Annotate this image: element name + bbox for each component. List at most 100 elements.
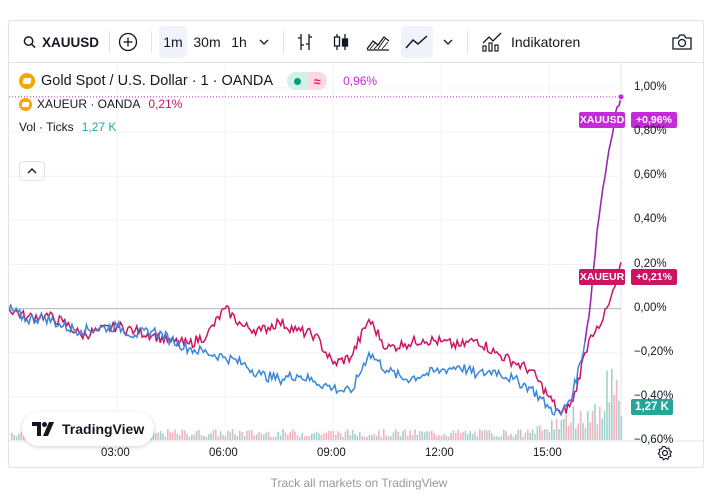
volume-bar [203, 435, 205, 440]
volume-bar [589, 422, 591, 440]
volume-bar [258, 432, 260, 440]
x-tick-label: 06:00 [209, 447, 238, 459]
collapse-legend-button[interactable] [19, 161, 45, 181]
volume-bar [572, 406, 575, 440]
axis-settings-button[interactable] [657, 445, 673, 466]
volume-bar [534, 433, 536, 440]
gold-coin-icon [19, 97, 32, 111]
snapshot-button[interactable] [669, 26, 695, 58]
volume-value-tag: 1,27 K [631, 399, 673, 415]
volume-bar [205, 436, 207, 440]
footer-link[interactable]: Track all markets on TradingView [270, 476, 448, 490]
volume-bar [440, 435, 443, 440]
volume-bar [606, 370, 608, 440]
volume-bar [471, 433, 474, 440]
gold-coin-icon [19, 73, 35, 89]
volume-bar [378, 430, 380, 440]
volume-bar [325, 433, 327, 440]
volume-bar [567, 425, 570, 440]
candles-style-button[interactable] [329, 26, 353, 58]
interval-dropdown-button[interactable] [255, 26, 273, 58]
chart-pane[interactable]: Gold Spot / U.S. Dollar · 1 · OANDA ≈ 0,… [9, 63, 703, 468]
interval-1h-button[interactable]: 1h [227, 26, 251, 58]
volume-bar [596, 424, 599, 440]
volume-value: 1,27 K [81, 120, 117, 134]
toolbar-divider [467, 31, 468, 53]
volume-bar [356, 435, 359, 440]
volume-bar [608, 402, 611, 440]
volume-bar [402, 430, 404, 440]
price-chart[interactable] [9, 63, 703, 468]
volume-bar [414, 429, 416, 440]
toolbar-divider [283, 31, 284, 53]
volume-bar [435, 435, 438, 440]
main-series-change: 0,96% [343, 74, 378, 88]
volume-bar [167, 429, 169, 440]
delayed-data-icon: ≈ [307, 72, 328, 90]
compare-series-title: XAUEUR · OANDA [37, 97, 141, 111]
volume-bar [584, 427, 587, 440]
volume-bar [615, 380, 618, 440]
compare-add-button[interactable] [115, 26, 141, 58]
volume-bar [539, 425, 541, 440]
symbol-search-button[interactable]: XAUUSD [19, 26, 99, 58]
volume-bar [503, 429, 505, 440]
volume-bar [512, 436, 515, 440]
bars-style-button[interactable] [293, 26, 317, 58]
volume-legend[interactable]: Vol · Ticks 1,27 K [19, 117, 377, 137]
area-style-button[interactable] [365, 26, 391, 58]
line-style-button[interactable] [401, 26, 433, 58]
volume-bar [227, 430, 229, 440]
chart-style-dropdown-button[interactable] [439, 26, 457, 58]
volume-bar [323, 433, 325, 440]
interval-label: 30m [193, 34, 221, 50]
volume-bar [15, 436, 18, 440]
x-tick-label: 09:00 [317, 447, 346, 459]
volume-bar [277, 431, 279, 440]
chart-widget: XAUUSD 1m 30m 1h Indikator [8, 20, 704, 468]
volume-bar [222, 434, 224, 440]
volume-bar [210, 433, 212, 440]
xauusd-name-tag: XAUUSD [579, 112, 625, 128]
volume-bar [284, 432, 287, 440]
volume-bar [299, 436, 301, 440]
volume-bar [543, 429, 546, 440]
volume-bar [246, 430, 248, 440]
main-series-legend[interactable]: Gold Spot / U.S. Dollar · 1 · OANDA ≈ 0,… [19, 71, 377, 91]
volume-bar [191, 434, 193, 440]
volume-bar [193, 434, 195, 440]
volume-bar [241, 432, 243, 440]
xauusd-line [9, 303, 586, 416]
volume-bar [587, 411, 589, 440]
volume-bar [179, 435, 181, 440]
volume-bar [296, 435, 299, 440]
compare-series-legend[interactable]: XAUEUR · OANDA 0,21% [19, 94, 377, 114]
volume-bar [335, 434, 337, 440]
volume-bar [351, 429, 354, 440]
volume-bar [579, 410, 582, 440]
indicators-button[interactable]: Indikatoren [477, 26, 587, 58]
volume-bar [385, 435, 387, 440]
x-tick-label: 12:00 [425, 447, 454, 459]
volume-bar [318, 433, 320, 440]
symbol-label: XAUUSD [41, 34, 99, 50]
volume-bar [481, 430, 483, 440]
volume-bar [337, 431, 339, 440]
volume-bar [371, 435, 373, 440]
tradingview-logo[interactable]: TradingView [22, 412, 155, 446]
volume-bar [486, 430, 488, 440]
y-tick-label: 0,20% [634, 257, 667, 270]
y-tick-label: 0,00% [634, 301, 667, 314]
volume-bar [407, 435, 409, 440]
candlestick-icon [333, 34, 349, 50]
interval-30m-button[interactable]: 30m [191, 26, 223, 58]
line-chart-icon [405, 35, 428, 49]
gear-icon [657, 445, 673, 461]
volume-bar [344, 431, 347, 440]
market-status-pill[interactable]: ≈ [287, 72, 328, 90]
interval-1m-button[interactable]: 1m [159, 26, 187, 58]
volume-bar [431, 430, 433, 440]
volume-bar [467, 434, 469, 440]
volume-bar [339, 433, 342, 440]
volume-bar [375, 435, 378, 440]
